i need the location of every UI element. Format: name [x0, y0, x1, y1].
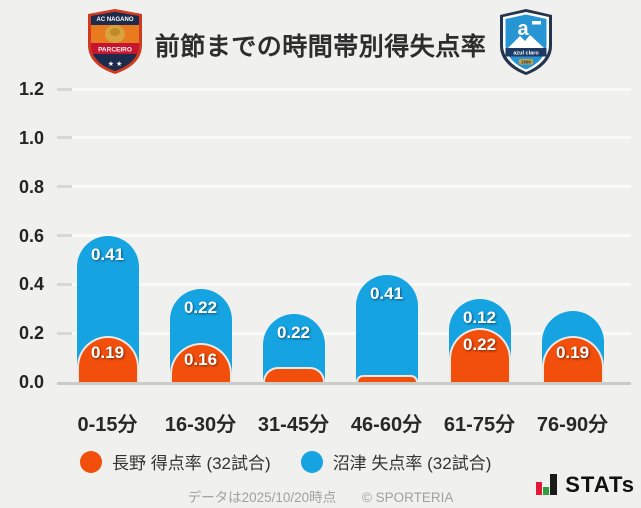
gridline-1.2: [57, 87, 631, 91]
nagano-value-label: 0.16: [183, 349, 218, 369]
numazu-value-label: 0.12: [462, 307, 497, 327]
stats-logo-red-bar-icon: [536, 482, 543, 495]
y-tick-0.4: [57, 282, 72, 286]
nagano-scored-bar: [355, 374, 418, 382]
legend-label-nagano: 長野 得点率 (32試合): [112, 454, 271, 473]
nagano-crest-logo: AC NAGANO PARCEIRO ★ ★: [88, 9, 142, 74]
nagano-scored-bar: [262, 367, 325, 382]
y-tick-0.8: [57, 185, 72, 189]
numazu-value-label: 0.22: [276, 322, 311, 342]
x-category-label: 0-15分: [77, 414, 138, 436]
y-tick-label: 0.4: [18, 274, 44, 295]
numazu-crest-year: 1990: [521, 60, 532, 65]
y-tick-1.0: [57, 136, 72, 140]
y-tick-1.2: [57, 87, 72, 91]
x-category-label: 61-75分: [443, 414, 516, 436]
bar-group-31-45分: 0.22: [262, 313, 325, 382]
numazu-mountain-icon: [508, 35, 544, 48]
legend-label-numazu: 沼津 失点率 (32試合): [332, 454, 492, 473]
stats-logo: STATs: [536, 472, 635, 497]
bar-group-16-30分: 0.22 0.16: [169, 289, 232, 382]
x-category-label: 16-30分: [164, 414, 237, 436]
numazu-a-glyph: a: [517, 18, 529, 40]
bar-group-46-60分: 0.41: [355, 274, 418, 382]
data-date-text: データは2025/10/20時点: [187, 490, 337, 505]
legend-item-nagano: 長野 得点率 (32試合): [80, 449, 271, 474]
numazu-value-label: 0.41: [90, 244, 125, 264]
gridline-0.8: [57, 185, 631, 189]
stats-logo-green-bar-icon: [543, 487, 550, 495]
x-category-label: 31-45分: [257, 414, 330, 436]
nagano-scored-bar: [448, 328, 511, 382]
y-tick-label: 0.0: [18, 372, 44, 392]
nagano-crest-banner-text: PARCEIRO: [98, 47, 132, 54]
stats-logo-black-bar-icon: [550, 474, 558, 495]
numazu-value-label: 0.22: [183, 298, 218, 318]
gridline-0.6: [57, 234, 631, 237]
x-category-label: 46-60分: [350, 414, 423, 436]
gridline-1.0: [57, 136, 631, 140]
chart-title: 前節までの時間帯別得失点率: [154, 33, 487, 61]
nagano-series-dot-icon: [80, 450, 102, 473]
y-tick-0.2: [57, 331, 72, 335]
nagano-crest-stars: ★ ★: [108, 60, 123, 68]
nagano-value-label: 0.19: [555, 342, 590, 362]
x-axis-line: [57, 382, 631, 385]
y-tick-label: 1.0: [18, 127, 44, 148]
y-tick-label: 0.6: [18, 225, 44, 246]
numazu-series-dot-icon: [300, 450, 323, 473]
y-tick-0.6: [57, 234, 72, 237]
data-date-note: データは2025/10/20時点 © SPORTERIA: [0, 486, 641, 506]
x-category-label: 76-90分: [536, 414, 609, 436]
legend: 長野 得点率 (32試合) 沼津 失点率 (32試合): [80, 449, 491, 474]
y-tick-label: 0.2: [18, 323, 44, 344]
gridline-0.2: [57, 331, 631, 335]
numazu-crest-logo: a azul claro 1990: [500, 9, 552, 75]
y-tick-label: 1.2: [18, 79, 44, 99]
plot-area: 0.41 0.19 0.22 0.16 0.22 0.41 0.12 0.22 0.19: [57, 87, 631, 382]
gridline-0.4: [57, 282, 631, 286]
nagano-crest-top-text: AC NAGANO: [97, 17, 134, 23]
legend-item-numazu: 沼津 失点率 (32試合): [300, 449, 492, 474]
numazu-value-label: 0.41: [369, 283, 404, 303]
numazu-crest-banner-text: azul claro: [513, 51, 539, 57]
nagano-scored-bar: [76, 335, 139, 382]
y-tick-label: 0.8: [18, 176, 44, 197]
nagano-value-label: 0.22: [462, 335, 497, 355]
nagano-value-label: 0.19: [90, 342, 125, 362]
copyright-text: © SPORTERIA: [361, 490, 454, 505]
nagano-scored-bar: [541, 335, 604, 382]
numazu-conceded-bar: [355, 274, 418, 382]
stats-logo-wordmark: STATs: [565, 472, 635, 497]
bar-group-76-90分: 0.19: [541, 311, 604, 382]
bar-group-61-75分: 0.12 0.22: [448, 298, 511, 382]
bar-group-0-15分: 0.41 0.19: [76, 235, 139, 382]
